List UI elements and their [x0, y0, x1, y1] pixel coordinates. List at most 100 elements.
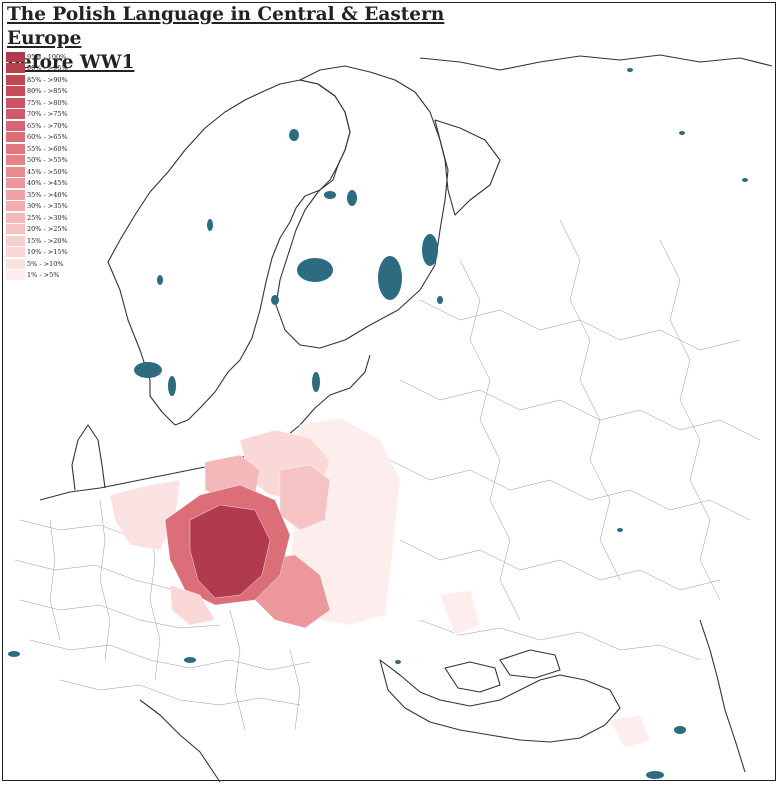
legend-label: 40% - >45%: [27, 179, 68, 188]
legend-item: 30% - >35%: [6, 201, 68, 213]
finland-coastline: [275, 65, 449, 349]
lake-sevan: [674, 726, 686, 734]
lake-saimaa: [297, 258, 333, 282]
legend-item: 45% - >50%: [6, 166, 68, 178]
legend-swatch: [6, 270, 25, 281]
legend-swatch: [6, 86, 25, 97]
legend-swatch: [6, 212, 25, 223]
legend-item: 90% - >95%: [6, 63, 68, 75]
legend-label: 1% - >5%: [27, 271, 60, 280]
lake-caucasus-small: [617, 528, 623, 532]
map-title: The Polish Language in Central & Eastern…: [7, 4, 445, 73]
legend-swatch: [6, 224, 25, 235]
lake-finland-small-1: [271, 295, 279, 305]
legend-label: 35% - >40%: [27, 190, 68, 199]
lake-inari: [289, 129, 299, 141]
legend-item: 55% - >60%: [6, 143, 68, 155]
legend-label: 5% - >10%: [27, 259, 64, 268]
region-5-15pct-silesia: [169, 584, 216, 626]
lake-norway-small: [207, 219, 213, 231]
lake-geneva: [8, 651, 20, 657]
region-15-25pct-belarus: [279, 464, 331, 531]
legend-item: 25% - >30%: [6, 212, 68, 224]
lake-sweden-small: [157, 275, 163, 285]
lake-imandra: [347, 190, 357, 206]
white-sea-coast: [434, 119, 501, 216]
legend-swatch: [6, 109, 25, 120]
legend-swatch: [6, 51, 25, 62]
legend-swatch: [6, 132, 25, 143]
adriatic-coast: [139, 699, 221, 783]
legend-label: 60% - >65%: [27, 133, 68, 142]
border-grid-west: [14, 499, 311, 731]
legend-label: 90% - >95%: [27, 64, 68, 73]
legend-swatch: [6, 235, 25, 246]
legend-swatch: [6, 97, 25, 108]
legend-item: 10% - >15%: [6, 247, 68, 259]
legend-label: 75% - >80%: [27, 98, 68, 107]
lake-peipus: [312, 372, 320, 392]
legend-swatch: [6, 166, 25, 177]
jutland-coast: [71, 424, 106, 491]
legend-swatch: [6, 189, 25, 200]
lake-ladoga: [378, 256, 402, 300]
legend-label: 25% - >30%: [27, 213, 68, 222]
border-grid-east: [389, 219, 761, 661]
legend-swatch: [6, 201, 25, 212]
legend-item: 70% - >75%: [6, 109, 68, 121]
legend-item: 5% - >10%: [6, 258, 68, 270]
legend-label: 95% - 100%: [27, 52, 67, 61]
legend-item: 60% - >65%: [6, 132, 68, 144]
lake-north-2: [679, 131, 685, 135]
legend-label: 65% - >70%: [27, 121, 68, 130]
legend-item: 35% - >40%: [6, 189, 68, 201]
region-1-5pct-caucasus: [609, 714, 651, 749]
legend-label: 70% - >75%: [27, 110, 68, 119]
legend-item: 50% - >55%: [6, 155, 68, 167]
lake-vattern: [168, 376, 176, 396]
legend-item: 75% - >80%: [6, 97, 68, 109]
azov-coast: [499, 649, 561, 679]
legend-item: 15% - >20%: [6, 235, 68, 247]
legend-swatch: [6, 120, 25, 131]
legend-item: 20% - >25%: [6, 224, 68, 236]
legend-swatch: [6, 178, 25, 189]
lake-onega: [422, 234, 438, 266]
arctic-coast: [419, 54, 773, 71]
lake-north-1: [627, 68, 633, 72]
legend-swatch: [6, 258, 25, 269]
lake-russia-small: [437, 296, 443, 304]
legend-label: 55% - >60%: [27, 144, 68, 153]
crimea-coast: [444, 661, 501, 693]
lake-balaton: [184, 657, 196, 663]
legend-swatch: [6, 63, 25, 74]
legend-item: 65% - >70%: [6, 120, 68, 132]
legend-item: 80% - >85%: [6, 86, 68, 98]
legend-label: 20% - >25%: [27, 225, 68, 234]
legend-swatch: [6, 143, 25, 154]
caspian-coast: [699, 619, 746, 773]
legend-swatch: [6, 74, 25, 85]
legend: 95% - 100% 90% - >95% 85% - >90% 80% - >…: [6, 51, 68, 281]
lake-north-3: [742, 178, 748, 182]
lake-dnieper: [395, 660, 401, 664]
legend-item: 40% - >45%: [6, 178, 68, 190]
legend-label: 10% - >15%: [27, 248, 68, 257]
black-sea-coast: [379, 659, 621, 743]
legend-item: 85% - >90%: [6, 74, 68, 86]
legend-item: 1% - >5%: [6, 270, 68, 282]
lake-vanern: [134, 362, 162, 378]
legend-item: 95% - 100%: [6, 51, 68, 63]
legend-label: 30% - >35%: [27, 202, 68, 211]
region-1-5pct-ukraine-south: [439, 589, 481, 636]
region-80-100pct-core: [189, 504, 271, 599]
legend-swatch: [6, 247, 25, 258]
sea-marmara: [646, 771, 664, 779]
legend-label: 80% - >85%: [27, 87, 68, 96]
legend-label: 45% - >50%: [27, 167, 68, 176]
legend-swatch: [6, 155, 25, 166]
lake-finland-small-2: [324, 191, 336, 199]
legend-label: 15% - >20%: [27, 236, 68, 245]
